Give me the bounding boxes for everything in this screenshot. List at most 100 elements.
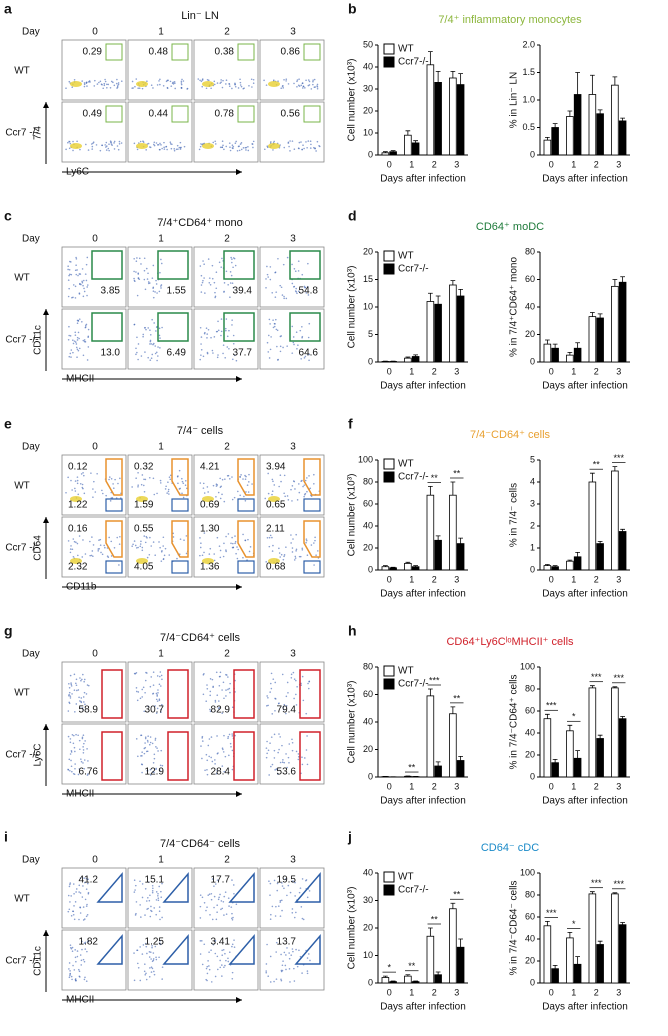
event-dot xyxy=(210,336,212,339)
event-dot xyxy=(146,278,149,280)
flow-plot xyxy=(61,929,127,991)
event-dot xyxy=(275,978,278,980)
event-dot xyxy=(131,486,133,488)
event-dot xyxy=(199,917,202,919)
error-bar xyxy=(590,312,595,317)
event-dot xyxy=(74,331,77,334)
gate xyxy=(237,498,255,512)
significance: *** xyxy=(546,701,557,711)
event-dot xyxy=(306,490,308,493)
event-dot xyxy=(274,769,276,771)
flow-plot xyxy=(127,246,193,308)
event-dot xyxy=(239,81,242,84)
day-number: 3 xyxy=(290,855,296,866)
event-dot xyxy=(78,337,80,340)
arrow-head xyxy=(43,724,49,730)
density-core xyxy=(136,143,148,149)
event-dot xyxy=(303,484,306,486)
event-dot xyxy=(306,146,308,149)
event-dot xyxy=(223,500,226,503)
event-dot xyxy=(224,964,226,967)
event-dot xyxy=(200,274,203,277)
gate-value: 1.55 xyxy=(167,286,187,297)
event-dot xyxy=(149,894,151,897)
event-dot xyxy=(286,681,289,684)
gate xyxy=(237,43,255,61)
event-dot xyxy=(202,355,205,358)
event-dot xyxy=(245,475,247,478)
event-dot xyxy=(82,471,84,474)
event-dot xyxy=(227,957,229,960)
event-dot xyxy=(87,878,89,881)
event-dot xyxy=(232,542,234,545)
y-tick-label: 10 xyxy=(363,127,373,137)
error-bar xyxy=(458,755,463,761)
event-dot xyxy=(266,273,269,276)
event-dot xyxy=(208,277,211,279)
error-bar xyxy=(413,354,418,357)
event-dot xyxy=(213,80,216,83)
event-dot xyxy=(67,768,69,771)
event-dot xyxy=(295,533,297,536)
event-dot xyxy=(309,959,311,962)
event-dot xyxy=(78,768,81,770)
event-dot xyxy=(306,353,309,356)
event-dot xyxy=(105,141,108,144)
event-dot xyxy=(137,273,140,275)
event-dot xyxy=(86,256,89,259)
event-dot xyxy=(263,79,265,82)
bar xyxy=(426,64,435,156)
event-dot xyxy=(268,357,271,359)
event-dot xyxy=(297,758,300,761)
event-dot xyxy=(167,488,170,491)
event-dot xyxy=(282,346,284,349)
event-dot xyxy=(315,554,317,556)
event-dot xyxy=(81,556,84,558)
event-dot xyxy=(308,680,310,683)
event-dot xyxy=(118,140,121,143)
x-axis-label: CD11b xyxy=(66,582,97,593)
event-dot xyxy=(289,981,291,983)
flow-plot xyxy=(259,101,325,163)
event-dot xyxy=(81,896,84,898)
event-dot xyxy=(203,492,206,494)
event-dot xyxy=(78,535,81,537)
x-axis-label: MHCII xyxy=(66,789,94,800)
event-dot xyxy=(70,685,73,687)
y-tick-label: 2 xyxy=(530,520,535,530)
event-dot xyxy=(160,685,162,687)
event-dot xyxy=(300,684,302,686)
event-dot xyxy=(219,146,222,149)
event-dot xyxy=(269,534,272,537)
event-dot xyxy=(155,692,158,695)
event-dot xyxy=(155,958,158,961)
y-tick-label: 60 xyxy=(525,274,535,284)
event-dot xyxy=(210,898,213,901)
event-dot xyxy=(221,964,223,966)
error-bar xyxy=(567,110,573,117)
event-dot xyxy=(145,149,147,151)
day-number: 0 xyxy=(92,855,98,866)
event-dot xyxy=(106,86,108,89)
event-dot xyxy=(226,335,229,338)
y-tick-label: 20 xyxy=(525,955,535,965)
event-dot xyxy=(301,756,303,759)
event-dot xyxy=(156,707,159,710)
event-dot xyxy=(295,911,297,914)
event-dot xyxy=(179,487,181,490)
event-dot xyxy=(303,147,305,150)
event-dot xyxy=(155,913,157,916)
event-dot xyxy=(222,144,224,147)
event-dot xyxy=(167,490,170,493)
event-dot xyxy=(266,265,268,268)
event-dot xyxy=(275,318,277,321)
event-dot xyxy=(224,478,226,480)
event-dot xyxy=(210,736,213,738)
bar xyxy=(404,563,412,571)
event-dot xyxy=(252,146,254,149)
event-dot xyxy=(209,710,212,713)
event-dot xyxy=(143,490,146,493)
event-dot xyxy=(283,474,286,477)
event-dot xyxy=(137,87,139,89)
event-dot xyxy=(271,478,274,481)
